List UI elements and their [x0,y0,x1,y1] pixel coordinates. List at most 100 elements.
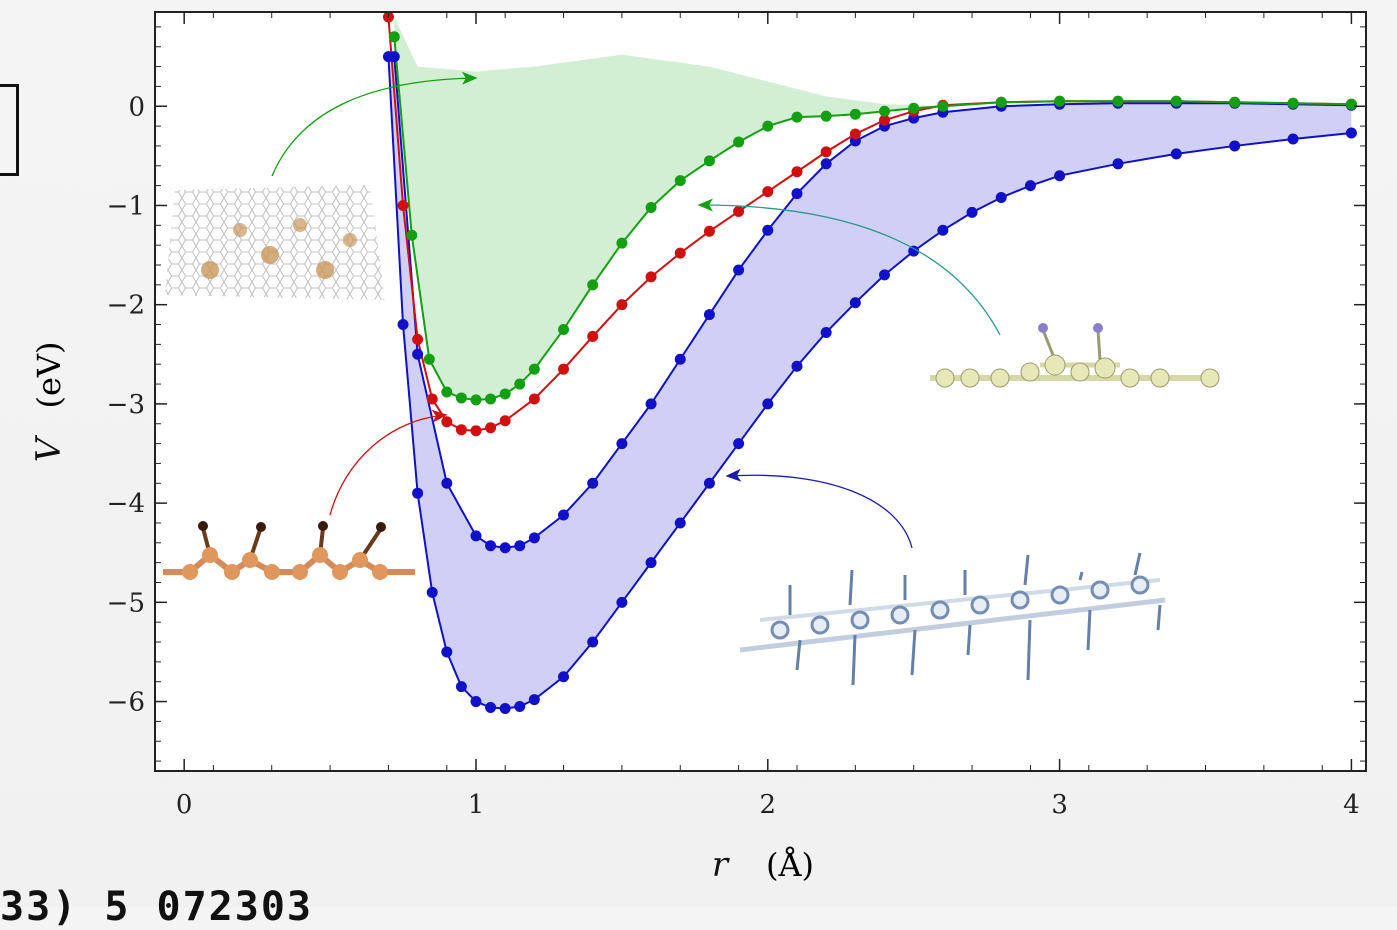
series-0-point-13 [616,596,628,608]
series-3-point-6 [485,393,497,405]
series-3-point-24 [995,96,1007,108]
blue-lattice-inset [739,552,1166,686]
x-tick-label-0: 0 [176,790,193,820]
series-2-point-8 [499,415,511,427]
series-1-point-17 [820,158,832,170]
plot-frame [154,11,1367,772]
series-0-point-1 [397,319,409,331]
series-0-point-18 [762,398,774,410]
series-3-point-2 [423,353,435,365]
green-annotation-arrow [271,71,478,177]
series-0-point-22 [879,269,891,281]
series-3-point-17 [762,120,774,132]
chart-svg: 0 1 2 3 4 0 −1 −2 −3 −4 −5 −6 r (Å) V (eV) [29,11,1367,885]
series-points [382,11,1357,714]
series-0-point-29 [1112,158,1124,170]
series-0-point-5 [455,681,467,693]
series-2-point-4 [441,416,453,428]
series-0-point-20 [820,326,832,338]
series-1-point-13 [703,309,715,321]
series-2-point-12 [616,299,628,311]
series-0-point-9 [514,701,526,713]
shaded-bands [388,16,1352,709]
buckled-chain-inset [930,323,1220,388]
series-0-point-3 [426,586,438,598]
series-2-point-11 [587,330,599,342]
series-0-point-12 [587,636,599,648]
series-2-point-16 [733,205,745,217]
series-3-point-27 [1170,95,1182,107]
series-1-point-15 [762,224,774,236]
series-2-point-2 [412,333,424,345]
series-0-point-8 [499,702,511,714]
series-3-point-23 [937,100,949,112]
series-3-point-4 [455,392,467,404]
series-3-point-3 [441,386,453,398]
series-2-point-20 [849,128,861,140]
x-tick-label-2: 2 [760,790,777,820]
series-2-point-21 [879,114,891,126]
series-0-point-4 [441,646,453,658]
series-0-point-21 [849,297,861,309]
x-axis-label-variable: r [712,845,730,885]
y-tick-label-3: −3 [107,390,145,420]
series-0-point-30 [1170,148,1182,160]
series-0-point-2 [412,487,424,499]
potential-energy-chart: 0 1 2 3 4 0 −1 −2 −3 −4 −5 −6 r (Å) V (eV) 33) 5 07… [0,11,1367,930]
series-3-point-26 [1112,95,1124,107]
series-2-point-15 [703,225,715,237]
series-2-point-18 [791,166,803,178]
series-3-point-5 [470,394,482,406]
series-0-point-16 [703,477,715,489]
red-annotation-arrow [329,409,448,516]
series-0-point-28 [1054,170,1066,182]
series-3-point-8 [514,378,526,390]
footer-partial-text: 33) 5 072303 [0,884,313,930]
series-2-point-3 [426,393,438,405]
series-3-point-19 [820,110,832,122]
series-2-point-14 [674,247,686,259]
zigzag-chain-inset [163,521,415,580]
blue-annotation-arrow [725,468,913,549]
series-3-point-21 [879,105,891,117]
series-0-point-17 [733,438,745,450]
series-0-point-11 [558,671,570,683]
band-0 [388,56,1352,709]
series-2-point-13 [645,271,657,283]
series-3-point-14 [674,175,686,187]
series-3-point-1 [406,229,418,241]
series-0-point-27 [1024,180,1036,192]
series-0-point-26 [995,192,1007,204]
series-2-point-6 [470,425,482,437]
series-3-point-12 [616,237,628,249]
series-0-point-32 [1287,133,1299,145]
series-0-point-15 [674,517,686,529]
series-1-point-1 [412,348,424,360]
y-axis-label-unit: (eV) [30,341,68,408]
series-3-point-20 [849,108,861,120]
series-1-point-9 [587,477,599,489]
series-0-point-33 [1345,127,1357,139]
series-2-point-1 [397,199,409,211]
series-1-point-10 [616,438,628,450]
series-1-point-0 [388,51,400,63]
series-3-point-30 [1345,98,1357,110]
y-axis-label: V (eV) [29,341,69,462]
series-2-point-10 [558,363,570,375]
series-2-point-9 [528,393,540,405]
series-0-point-23 [908,245,920,257]
x-axis-label-unit: (Å) [766,846,814,884]
series-1-point-5 [499,542,511,554]
series-0-point-6 [470,696,482,708]
axes: 0 1 2 3 4 0 −1 −2 −3 −4 −5 −6 [107,12,1366,820]
series-0-point-10 [528,694,540,706]
series-3-point-0 [388,31,400,43]
series-1-point-11 [645,398,657,410]
series-3-point-15 [703,155,715,167]
x-tick-label-3: 3 [1051,790,1068,820]
series-2-point-7 [485,422,497,434]
y-tick-label-2: −2 [107,291,145,321]
x-tick-label-1: 1 [468,790,485,820]
y-tick-label-1: −1 [107,191,145,221]
series-0-point-19 [791,360,803,372]
